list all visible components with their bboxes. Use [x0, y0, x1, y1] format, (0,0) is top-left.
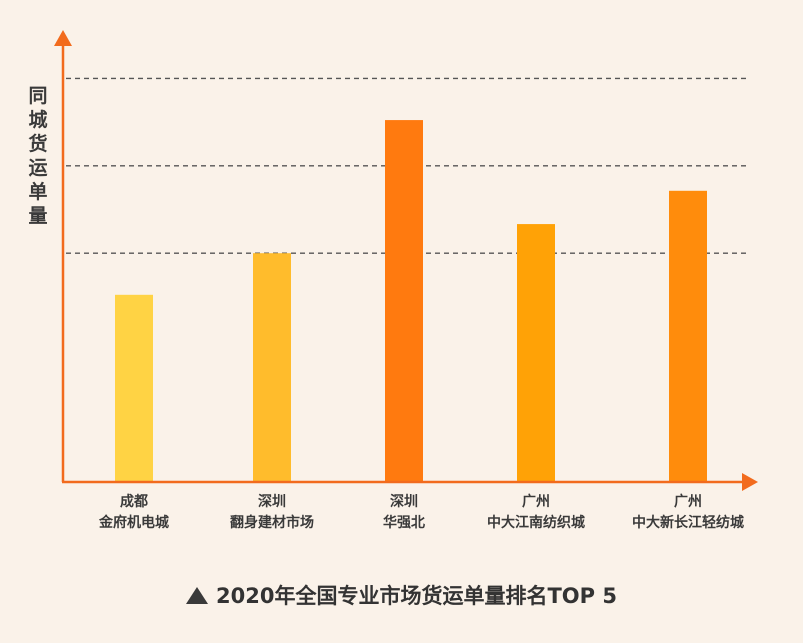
- y-axis-label: 同城货运单量: [28, 85, 48, 227]
- bar-4: [517, 224, 555, 482]
- chart-title-text: 2020年全国专业市场货运单量排名TOP 5: [216, 584, 617, 608]
- market-label: 中大江南纺织城: [487, 515, 585, 531]
- bars: [115, 120, 707, 483]
- market-label: 华强北: [383, 515, 425, 531]
- x-tick-label-5: 广州中大新长江轻纺城: [603, 492, 773, 534]
- bar-1: [115, 294, 153, 482]
- bar-2: [253, 253, 291, 482]
- city-label: 广州: [522, 494, 550, 510]
- triangle-icon: [186, 587, 209, 604]
- x-tick-label-4: 广州 中大江南纺织城: [451, 492, 621, 534]
- x-tick-label-1: 成都 金府机电城: [49, 492, 219, 534]
- city-label: 深圳: [258, 494, 286, 510]
- city-label: 深圳: [390, 494, 418, 510]
- chart-title: 2020年全国专业市场货运单量排名TOP 5: [0, 580, 803, 610]
- city-label: 广州: [674, 494, 702, 510]
- bar-3: [385, 120, 423, 482]
- x-axis-arrow: [742, 473, 758, 491]
- x-tick-label-3: 深圳 华强北: [319, 492, 489, 534]
- market-label: 翻身建材市场: [230, 515, 314, 531]
- gridlines: [66, 77, 748, 254]
- market-label: 金府机电城: [99, 515, 169, 531]
- y-axis-arrow: [54, 30, 72, 46]
- x-tick-label-2: 深圳 翻身建材市场: [187, 492, 357, 534]
- bar-5: [669, 190, 707, 483]
- market-label: 中大新长江轻纺城: [632, 515, 744, 531]
- city-label: 成都: [120, 494, 148, 510]
